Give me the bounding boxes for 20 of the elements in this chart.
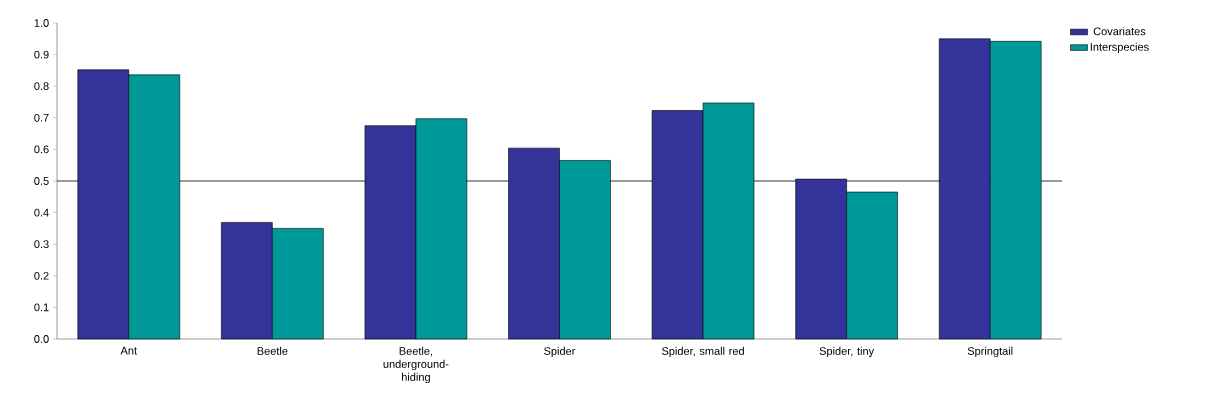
y-tick-label: 1.0: [34, 19, 49, 27]
y-tick-label: 0.4: [34, 208, 49, 217]
y-tick-label: 0.2: [34, 271, 49, 280]
legend-label: Interspecies: [1090, 42, 1149, 54]
x-tick-label: Springtail: [967, 346, 1013, 358]
legend-label: Covariates: [1093, 27, 1146, 36]
y-tick-label: 0.9: [34, 50, 49, 59]
x-tick-label: Spider, small red: [661, 346, 744, 358]
y-tick-label: 0.6: [34, 145, 49, 154]
y-tick-label: 0.8: [34, 82, 49, 91]
y-tick-label: 0.0: [34, 335, 49, 343]
y-tick-label: 0.5: [34, 177, 49, 185]
x-tick-label: Ant: [120, 346, 137, 355]
x-tick-label: Spider, tiny: [819, 346, 875, 358]
x-tick-label: Beetle: [257, 346, 288, 355]
x-tick-label: Spider: [544, 346, 576, 358]
y-tick-label: 0.3: [34, 240, 49, 249]
y-tick-label: 0.1: [34, 303, 49, 312]
x-tick-label: Beetle, underground-hiding: [383, 346, 449, 384]
y-tick-label: 0.7: [34, 113, 49, 122]
